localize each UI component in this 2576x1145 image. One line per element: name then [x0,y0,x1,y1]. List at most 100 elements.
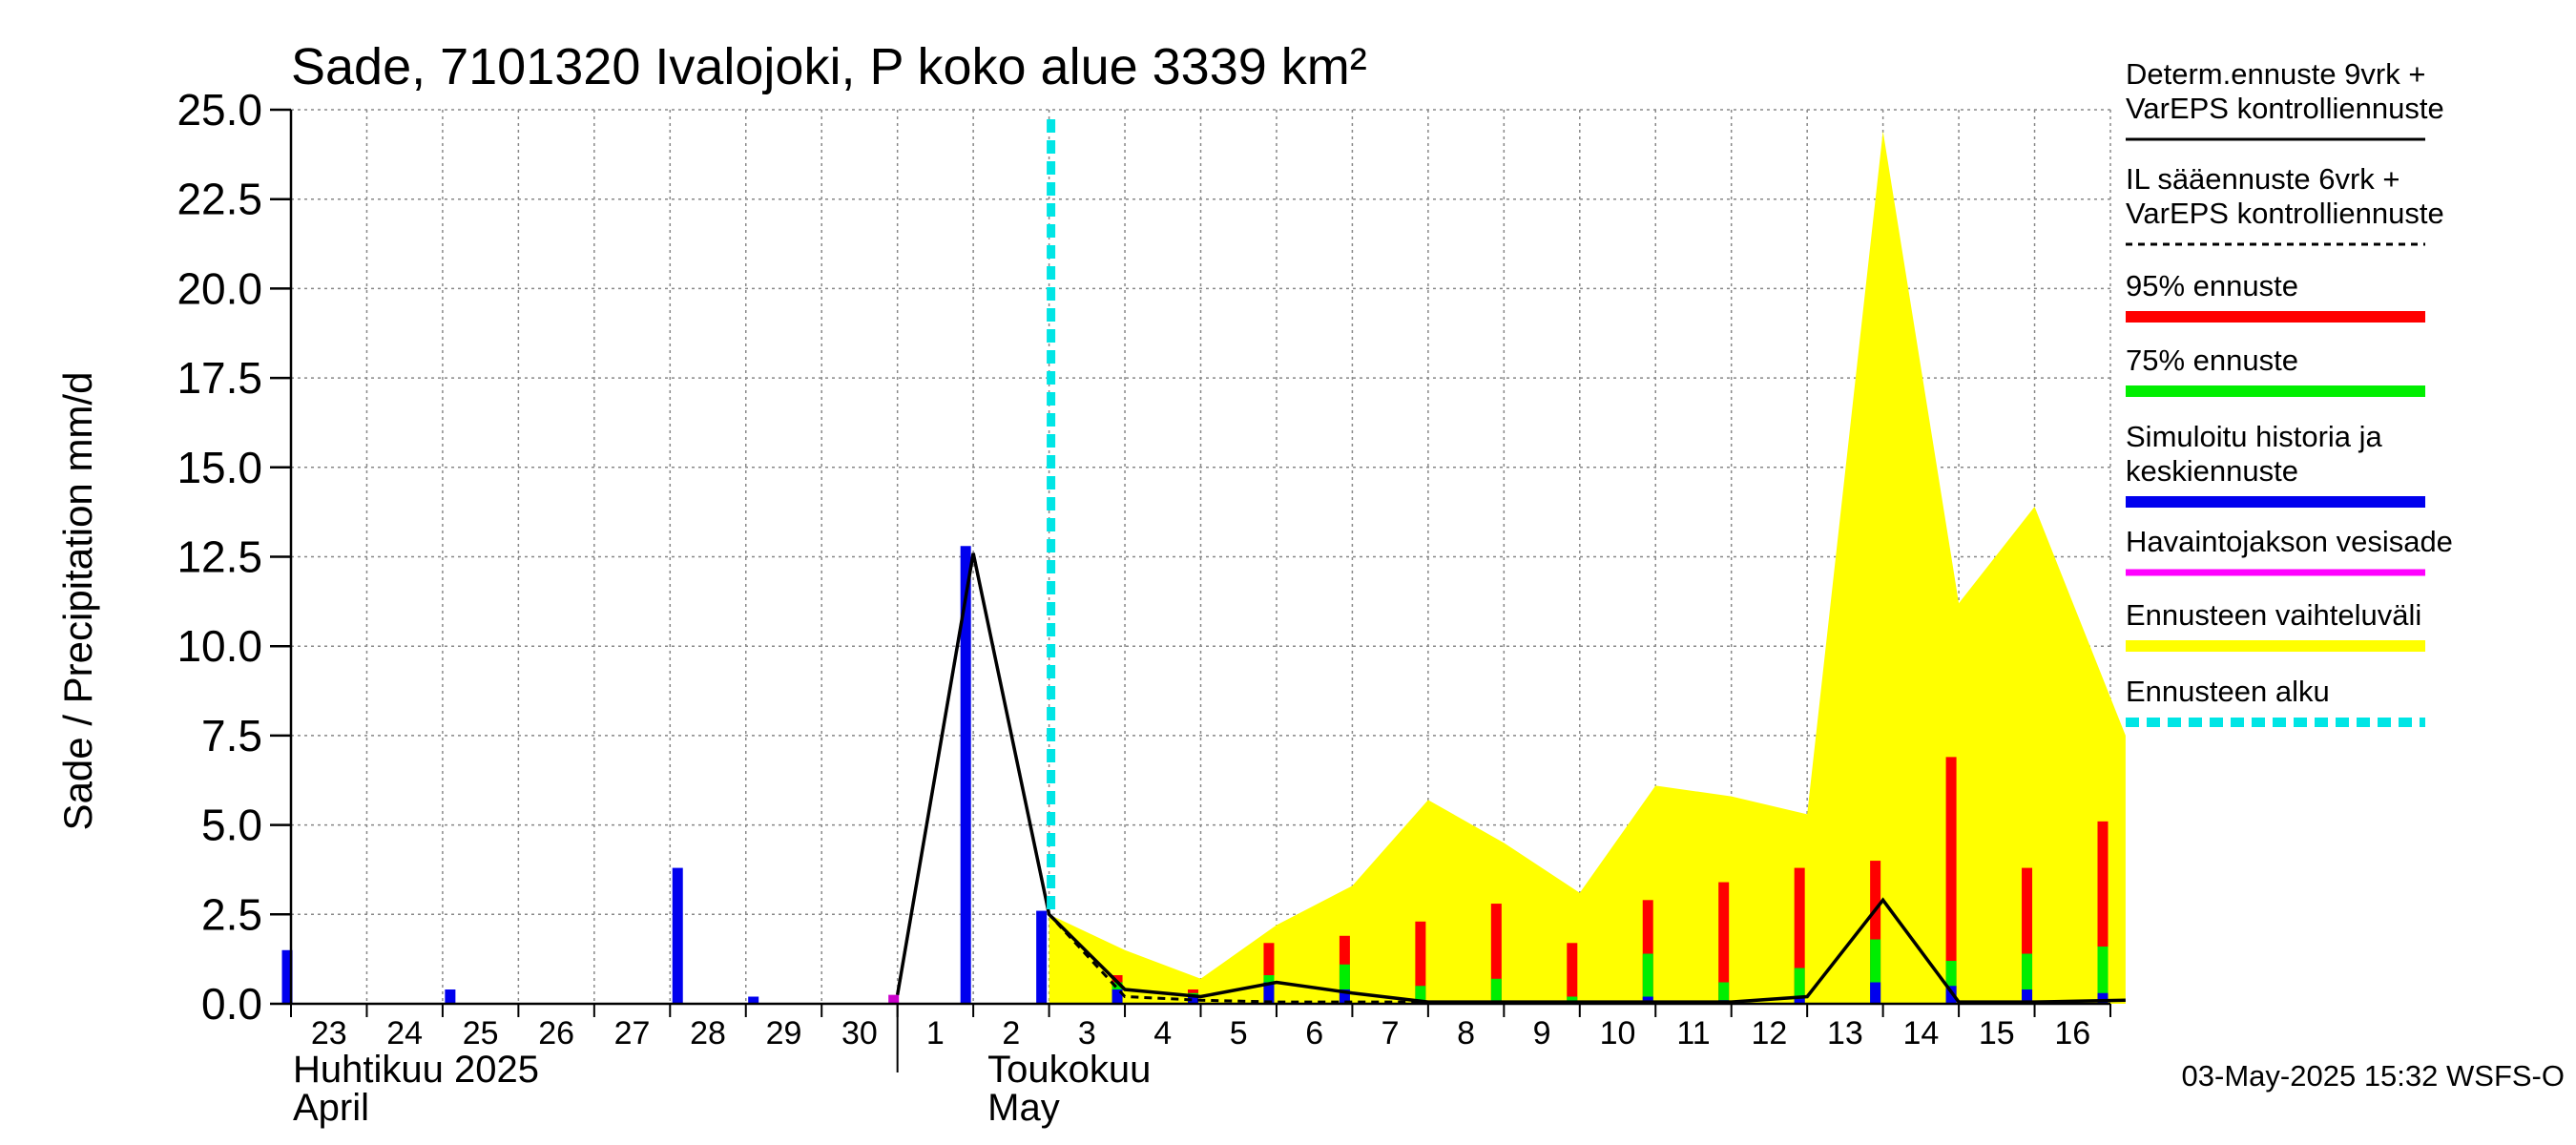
x-tick-label: 4 [1153,1015,1172,1051]
bar-p75 [1794,968,1805,1004]
legend-label: 75% ennuste [2126,344,2298,377]
bar-p95 [1642,900,1653,1004]
y-tick-label: 7.5 [201,711,262,760]
x-tick-label: 10 [1600,1015,1636,1051]
bar-median [1794,996,1805,1004]
y-tick-label: 22.5 [177,175,262,224]
observed-bar [1036,910,1048,1004]
bar-p75 [1718,982,1730,1004]
x-tick-label: 28 [690,1015,726,1051]
bar-median [1339,989,1350,1004]
bar-median [1188,996,1198,1004]
y-tick-label: 10.0 [177,621,262,671]
bar-median [1111,989,1123,1004]
x-tick-label: 24 [386,1015,423,1051]
bar-median [1945,986,1957,1004]
bar-median [2022,989,2033,1004]
bar-median [1263,982,1275,1004]
bar-p75 [1870,939,1881,1004]
legend-label: Determ.ennuste 9vrk + [2126,57,2425,91]
x-tick-label: 15 [1979,1015,2015,1051]
x-tick-label: 26 [538,1015,574,1051]
legend-label: VarEPS kontrolliennuste [2126,92,2444,125]
bar-p75 [2097,947,2109,1004]
legend-label: VarEPS kontrolliennuste [2126,197,2444,230]
x-tick-label: 2 [1002,1015,1020,1051]
x-tick-label: 3 [1078,1015,1096,1051]
y-axis-label: Sade / Precipitation mm/d [55,372,100,831]
observed-bar [960,546,971,1004]
bar-p75 [1490,978,1502,1004]
x-tick-label: 9 [1533,1015,1551,1051]
x-tick-label: 30 [841,1015,878,1051]
x-tick-label: 5 [1230,1015,1248,1051]
measured-bar [888,994,900,1004]
y-tick-label: 12.5 [177,532,262,582]
x-tick-label: 27 [614,1015,651,1051]
x-tick-label: 6 [1305,1015,1323,1051]
x-tick-label: 11 [1676,1015,1710,1051]
legend: Determ.ennuste 9vrk +VarEPS kontrollienn… [2126,57,2453,727]
legend-label: Ennusteen alku [2126,675,2330,708]
forecast-range-area [1049,131,2126,1004]
y-tick-label: 0.0 [201,979,262,1029]
x-tick-label: 29 [766,1015,802,1051]
bar-p75 [2022,953,2033,1004]
x-tick-label: 8 [1457,1015,1475,1051]
month-label-en: May [987,1087,1060,1129]
timestamp: 03-May-2025 15:32 WSFS-O [2182,1059,2565,1093]
x-tick-label: 23 [311,1015,347,1051]
forecast-lines [895,119,2126,1004]
x-tick-label: 14 [1902,1015,1939,1051]
bar-p95 [1945,757,1957,1004]
bar-p95 [1870,861,1881,1004]
bar-p95 [1415,921,1426,1004]
y-axis-ticks: 0.0 2.5 5.0 7.5 10.0 12.5 15.0 17.5 20.0 22.5 25.0 [177,85,291,1029]
month-label-fi: Toukokuu [987,1049,1151,1091]
bar-median [1642,996,1653,1004]
legend-label: IL sääennuste 6vrk + [2126,162,2400,196]
bar-p95 [2022,867,2033,1004]
bar-median [1870,982,1881,1004]
legend-label: 95% ennuste [2126,269,2298,302]
x-tick-label: 16 [2054,1015,2090,1051]
legend-label: Ennusteen vaihteluväli [2126,598,2421,632]
bar-p75 [1339,964,1350,1004]
bar-p75 [1415,986,1426,1004]
observed-bar [445,989,456,1004]
month-label-en: April [293,1087,369,1129]
bar-p95 [1718,882,1730,1004]
y-tick-label: 15.0 [177,443,262,492]
y-tick-label: 5.0 [201,801,262,850]
legend-label: Simuloitu historia ja [2126,420,2383,453]
y-tick-label: 25.0 [177,85,262,135]
bar-p95 [1567,943,1578,1004]
y-tick-label: 2.5 [201,889,262,939]
x-tick-label: 13 [1827,1015,1863,1051]
bar-p95 [1490,904,1502,1004]
bar-p75 [1945,961,1957,1004]
il-forecast-line [896,552,1580,1004]
observed-bar [672,867,683,1004]
y-tick-label: 17.5 [177,353,262,403]
observed-bar [748,996,759,1004]
x-tick-label: 12 [1752,1015,1788,1051]
y-tick-label: 20.0 [177,263,262,313]
x-axis-ticks: 23 24 25 26 27 28 29 30 1 2 3 4 5 6 7 8 9 10 11 12 13 14 15 16 [290,1004,2111,1051]
bar-p95 [1263,943,1275,1004]
month-label-fi: Huhtikuu 2025 [293,1049,539,1091]
x-tick-label: 25 [463,1015,499,1051]
bar-p75 [1642,953,1653,1004]
bar-median [2097,992,2109,1004]
deterministic-forecast-line [895,552,2126,1004]
observed-bar [281,949,293,1004]
bar-p95 [1794,867,1805,1004]
x-tick-label: 1 [926,1015,945,1051]
forecast-range-polygon [1049,131,2126,1004]
bar-p95 [2097,821,2109,1004]
bar-p75 [1567,996,1578,1004]
legend-label: Havaintojakson vesisade [2126,525,2453,558]
legend-label: keskiennuste [2126,454,2298,488]
